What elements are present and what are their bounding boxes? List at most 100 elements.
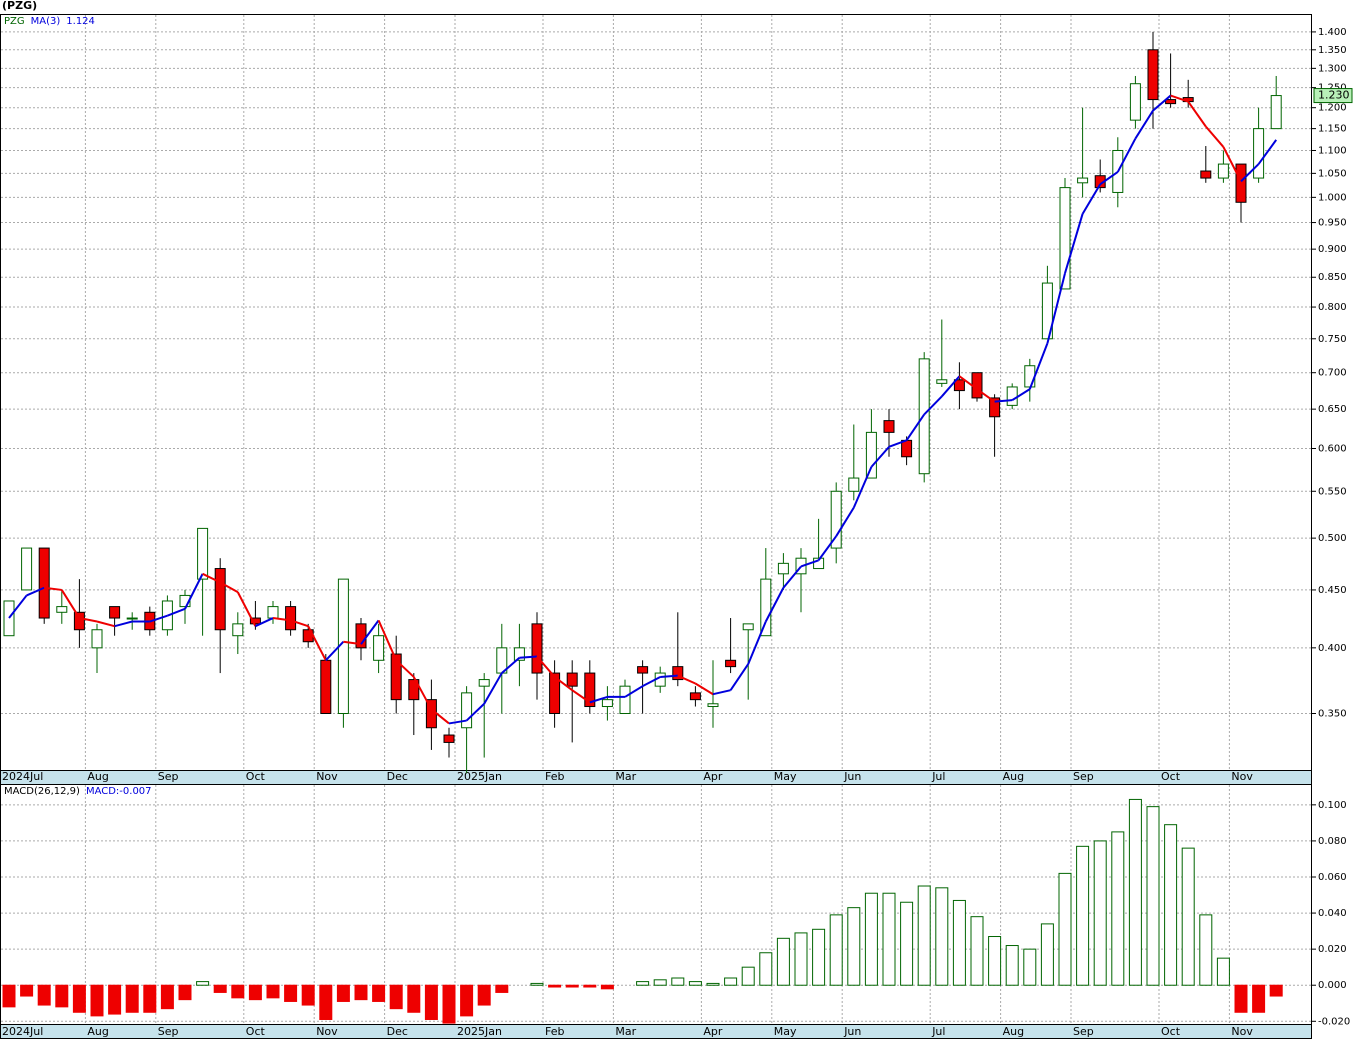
macd-bar [636,981,650,986]
macd-bar [248,984,262,1001]
y-tick-label: 0.500 [1318,533,1347,544]
candle-body [830,490,842,549]
x-tick-label: Aug [87,1025,108,1038]
y-tick-label: 0.000 [1318,980,1347,991]
macd-bar [1269,984,1283,997]
macd-bar [970,916,984,986]
macd-bar [1128,798,1142,986]
x-tick-label: Feb [545,770,564,783]
ma-segment [149,614,168,623]
ma-segment [905,413,926,441]
macd-bar [301,984,315,1006]
ma-segment [694,682,714,696]
x-tick-label: Jun [843,1025,861,1038]
candle-body [865,431,877,479]
ma-segment [870,446,890,468]
candle-body [901,439,913,458]
candle-body [619,685,631,714]
macd-bar [319,984,333,1020]
candle-body [549,672,561,714]
candle-body [513,647,525,661]
macd-bar [847,907,861,986]
y-tick-label: 1.000 [1318,192,1347,203]
candle-body [109,606,121,619]
macd-bar [1164,824,1178,986]
macd-bar [952,899,966,986]
candle-body [91,629,103,649]
ma-segment [1064,213,1084,274]
macd-bar [1040,923,1054,986]
candle-body [390,653,402,701]
x-tick-label: 2024Jul [2,770,43,783]
ma-segment [923,395,943,416]
macd-bar [143,984,157,1013]
candle-body [777,562,789,575]
ma-segment [412,676,433,710]
ma-segment [219,581,239,593]
candle-body [689,692,701,701]
macd-bar [565,984,579,988]
macd-bar [178,984,192,1001]
macd-bar [829,914,843,986]
ma-segment [764,587,785,622]
macd-bar [583,984,597,988]
x-tick-label: Nov [1231,1025,1253,1038]
ma-segment [712,689,731,696]
candle-body [1041,282,1053,340]
candle-body [1200,170,1212,179]
macd-bar [900,901,914,986]
candle-body [214,568,226,631]
macd-bar [1181,847,1195,986]
ma-segment [642,676,661,688]
candle-body [971,372,983,399]
macd-bar [776,937,790,986]
macd-bar [1023,948,1037,986]
ma-segment [817,535,838,561]
ma-segment [1187,101,1207,128]
ma-segment [941,375,961,398]
ma-segment [519,655,538,659]
macd-bar [988,936,1002,986]
ma-segment [1222,146,1242,182]
legend: PZG MA(3) 1.124 [4,16,95,27]
macd-bar [724,977,738,986]
y-tick-label: 0.080 [1318,836,1347,847]
ma-segment [290,619,309,628]
x-tick-label: Mar [615,770,636,783]
candle-body [1270,95,1282,130]
macd-bar [213,984,227,993]
macd-bar [266,984,280,999]
ma-segment [729,663,750,691]
ma-segment [272,617,291,622]
candle-body [21,547,33,591]
ma-segment [677,674,696,685]
ma-segment [184,573,204,610]
macd-bar [1005,945,1019,986]
x-tick-label: Nov [1231,770,1253,783]
ma-segment [888,439,907,448]
x-tick-label: Mar [615,1025,636,1038]
macd-bar [354,984,368,1001]
x-tick-label: Sep [1073,770,1094,783]
x-tick-label: May [774,770,797,783]
ma-segment [571,689,591,704]
y-tick-label: 0.100 [1318,800,1347,811]
ma-segment [835,507,855,537]
ma-segment [1081,183,1102,215]
y-tick-label: 0.400 [1318,643,1347,654]
ma-segment [236,591,257,627]
candle-body [1059,187,1071,290]
ma-segment [1099,171,1119,186]
ma-segment [1240,163,1260,183]
legend-value: MACD:-0.007 [86,786,152,797]
macd-bar [1093,840,1107,986]
y-tick-label: 1.100 [1318,145,1347,156]
candle-body [1235,163,1247,203]
candle-body [584,672,596,708]
candle-body [637,666,649,674]
x-tick-label: Oct [246,1025,266,1038]
candle-body [918,358,930,475]
candle-body [813,557,825,570]
macd-bar [1111,831,1125,986]
ma-segment [8,594,28,619]
